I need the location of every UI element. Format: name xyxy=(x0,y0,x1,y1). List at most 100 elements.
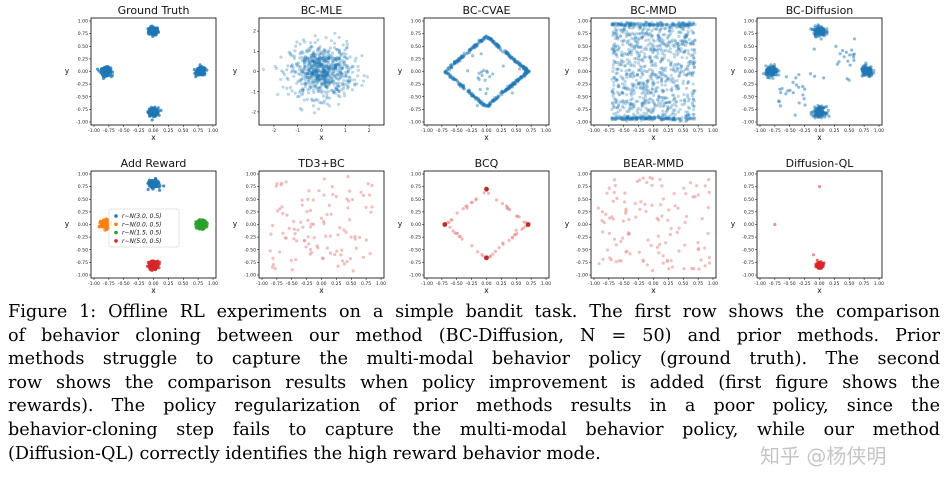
data-point xyxy=(312,72,316,76)
data-point xyxy=(315,71,319,75)
data-point xyxy=(472,94,476,99)
data-point xyxy=(361,79,366,83)
data-point xyxy=(461,55,465,59)
data-point xyxy=(623,83,627,87)
data-point xyxy=(685,64,690,69)
data-point xyxy=(648,31,652,35)
data-point xyxy=(331,80,335,84)
data-point xyxy=(335,55,340,59)
data-point xyxy=(647,38,651,42)
data-point xyxy=(325,54,329,58)
data-point xyxy=(345,79,349,83)
y-tick-label: -1.00 xyxy=(244,273,256,279)
data-point xyxy=(522,65,526,69)
data-point xyxy=(803,87,807,91)
data-point xyxy=(660,214,664,218)
data-point xyxy=(487,102,491,107)
data-point xyxy=(690,59,695,64)
data-point xyxy=(331,91,335,95)
data-point xyxy=(329,68,333,72)
data-point xyxy=(313,34,317,38)
data-point xyxy=(522,72,526,76)
data-point xyxy=(504,87,509,92)
data-point xyxy=(307,189,311,193)
data-point xyxy=(675,87,679,91)
x-tick-label: 0.75 xyxy=(193,281,203,287)
data-point xyxy=(457,83,461,87)
data-point xyxy=(794,83,798,87)
data-point xyxy=(477,98,481,102)
data-point xyxy=(621,219,625,223)
data-point xyxy=(682,98,686,103)
data-point xyxy=(289,70,294,74)
data-point xyxy=(628,50,632,55)
data-point xyxy=(307,78,311,82)
data-point xyxy=(321,49,325,54)
data-point xyxy=(306,75,310,80)
data-point xyxy=(296,94,300,99)
data-point xyxy=(340,66,344,71)
data-point xyxy=(515,79,519,83)
data-point xyxy=(339,52,343,56)
data-point xyxy=(314,61,318,65)
data-point xyxy=(329,75,333,80)
data-point xyxy=(607,186,611,190)
data-point xyxy=(293,91,297,95)
x-tick-label: -0.25 xyxy=(633,128,645,134)
y-tick-label: -0.50 xyxy=(576,247,588,253)
data-point xyxy=(846,59,850,63)
data-point xyxy=(299,50,303,55)
y-axis-label: y xyxy=(233,67,238,76)
data-point xyxy=(510,82,514,86)
data-point xyxy=(696,241,700,245)
data-point xyxy=(296,79,300,83)
data-point xyxy=(162,184,166,188)
data-point xyxy=(314,78,318,82)
data-point xyxy=(488,75,492,79)
data-point xyxy=(651,98,655,102)
data-point xyxy=(518,63,522,67)
y-tick-label: 0.00 xyxy=(411,222,421,228)
x-tick-label: 1.00 xyxy=(376,281,386,287)
data-point xyxy=(329,65,334,69)
data-point xyxy=(458,82,462,87)
data-point xyxy=(633,44,637,48)
data-point xyxy=(652,81,656,86)
data-point xyxy=(684,192,688,196)
data-point xyxy=(647,109,651,113)
data-point xyxy=(274,184,278,188)
data-point xyxy=(149,28,153,32)
data-point xyxy=(312,111,317,115)
data-point xyxy=(311,51,315,56)
data-point xyxy=(766,67,770,71)
data-point xyxy=(322,64,327,69)
y-tick-label: -1.00 xyxy=(76,273,88,279)
data-point xyxy=(292,56,296,61)
data-point xyxy=(641,34,645,39)
data-point xyxy=(475,42,479,46)
data-point xyxy=(631,63,635,67)
x-tick-label: 0.75 xyxy=(859,128,869,134)
data-point xyxy=(317,69,321,73)
data-point xyxy=(677,86,681,91)
data-point xyxy=(321,58,325,63)
data-point xyxy=(640,35,645,40)
data-point xyxy=(676,110,681,114)
data-point xyxy=(516,78,520,83)
data-point xyxy=(332,45,337,50)
x-tick-label: -0.50 xyxy=(784,281,796,287)
data-point xyxy=(480,101,484,105)
data-point xyxy=(474,96,478,100)
data-point xyxy=(478,101,482,105)
data-point xyxy=(668,232,672,237)
data-point xyxy=(852,58,856,62)
data-point xyxy=(663,112,667,117)
data-point xyxy=(665,22,669,26)
data-point xyxy=(474,44,478,48)
data-point xyxy=(328,234,332,238)
data-point xyxy=(305,50,309,54)
data-point xyxy=(334,76,338,80)
data-point xyxy=(455,59,459,63)
data-point xyxy=(359,190,363,194)
data-point xyxy=(629,98,633,102)
